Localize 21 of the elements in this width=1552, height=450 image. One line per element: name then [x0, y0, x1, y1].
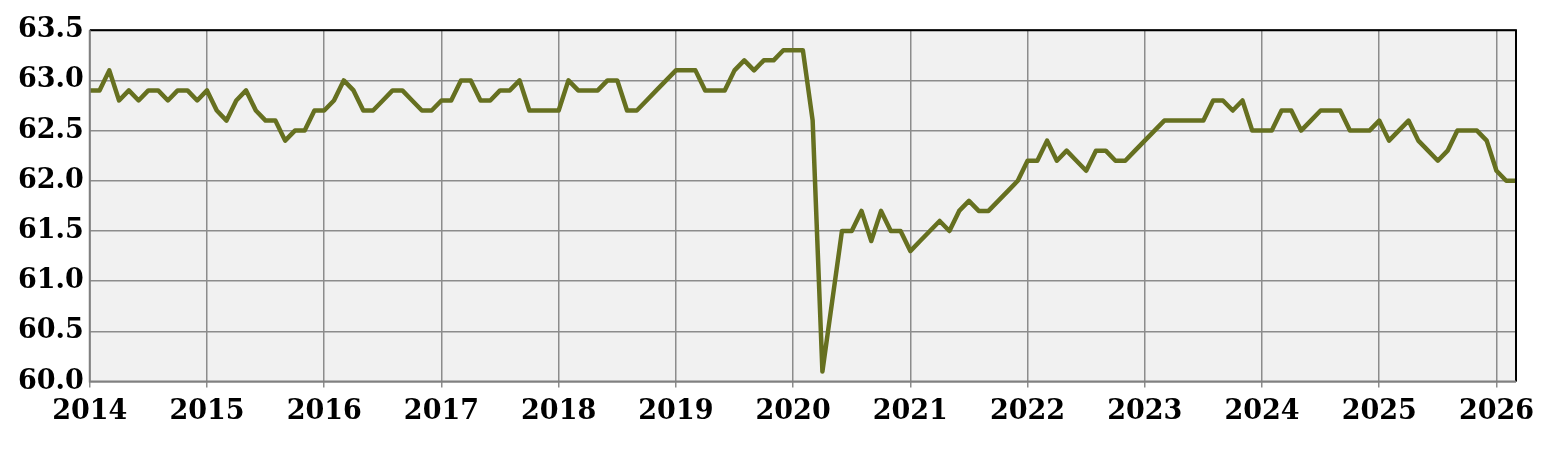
- x-tick-label: 2022: [989, 393, 1066, 425]
- y-tick-label: 60.0: [17, 363, 84, 395]
- x-tick-label: 2015: [169, 393, 245, 425]
- x-tick-label: 2016: [286, 393, 362, 425]
- x-tick-label: 2014: [52, 393, 128, 425]
- x-tick-label: 2019: [638, 393, 714, 425]
- x-tick-label: 2024: [1224, 393, 1300, 425]
- y-tick-label: 60.5: [17, 313, 84, 345]
- y-tick-label: 62.5: [17, 112, 84, 144]
- x-tick-label: 2026: [1458, 393, 1535, 425]
- x-tick-label: 2021: [872, 393, 948, 425]
- y-tick-label: 61.5: [17, 213, 84, 245]
- y-tick-label: 63.0: [17, 62, 84, 94]
- x-tick-label: 2017: [403, 393, 480, 425]
- y-tick-label: 63.5: [17, 12, 84, 44]
- x-tick-label: 2020: [755, 393, 831, 425]
- y-tick-label: 62.0: [17, 162, 84, 194]
- y-tick-label: 61.0: [17, 263, 84, 295]
- x-tick-label: 2018: [521, 393, 597, 425]
- x-tick-label: 2025: [1341, 393, 1417, 425]
- x-tick-label: 2023: [1107, 393, 1183, 425]
